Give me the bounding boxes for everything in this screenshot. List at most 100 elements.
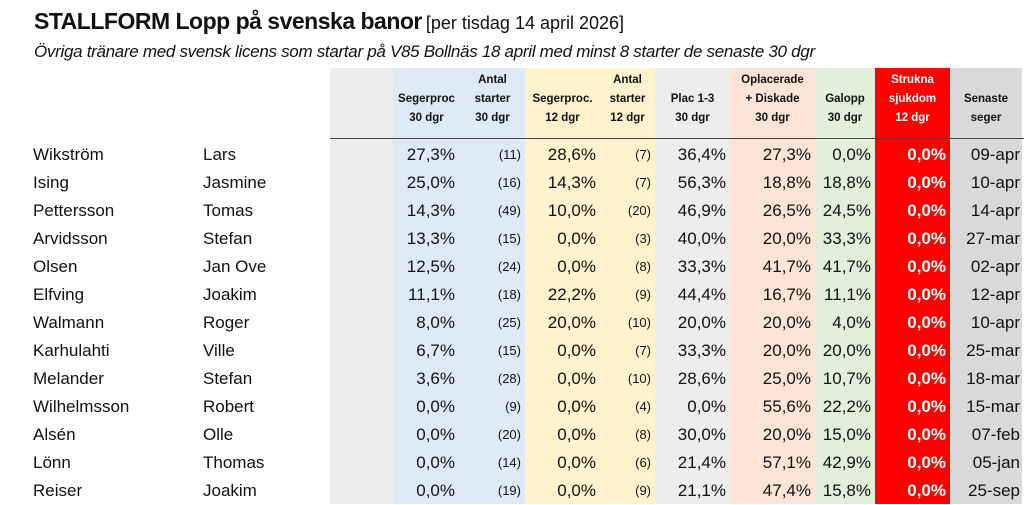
- last-name: Arvidsson: [33, 229, 108, 248]
- gallop-pct-30: 11,1%: [824, 285, 871, 304]
- gallop-pct-30: 22,2%: [822, 397, 871, 416]
- last-win: 02-apr: [970, 257, 1020, 276]
- win-pct-12: 0,0%: [557, 229, 596, 248]
- place-pct-30: 33,3%: [677, 341, 726, 360]
- scratched-pct-12: 0,0%: [907, 257, 946, 276]
- header-line: 30 dgr: [827, 111, 863, 124]
- win-pct-12: 0,0%: [557, 257, 596, 276]
- gallop-pct-30: 4,0%: [832, 313, 871, 332]
- starts-12: (10): [627, 315, 651, 330]
- last-win: 25-mar: [966, 341, 1020, 360]
- column-band: [875, 68, 950, 504]
- last-win: 15-mar: [966, 397, 1020, 416]
- starts-30: (20): [497, 427, 521, 442]
- win-pct-12: 0,0%: [557, 425, 596, 444]
- first-name: Joakim: [203, 481, 257, 500]
- last-win: 12-apr: [970, 285, 1020, 304]
- unplaced-pct-30: 18,8%: [762, 173, 811, 192]
- starts-12: (7): [635, 147, 651, 162]
- gallop-pct-30: 0,0%: [832, 145, 871, 164]
- gallop-pct-30: 24,5%: [822, 201, 871, 220]
- scratched-pct-12: 0,0%: [907, 313, 946, 332]
- win-pct-30: 13,3%: [406, 229, 455, 248]
- unplaced-pct-30: 47,4%: [762, 481, 811, 500]
- first-name: Jasmine: [203, 173, 267, 192]
- gallop-pct-30: 15,8%: [822, 481, 871, 500]
- win-pct-30: 12,5%: [406, 257, 455, 276]
- unplaced-pct-30: 25,0%: [762, 369, 811, 388]
- header-line: Antal: [478, 73, 507, 86]
- first-name: Ville: [203, 341, 235, 360]
- last-win: 10-apr: [970, 313, 1020, 332]
- win-pct-30: 0,0%: [416, 481, 455, 500]
- starts-12: (6): [635, 455, 651, 470]
- scratched-pct-12: 0,0%: [907, 229, 946, 248]
- unplaced-pct-30: 16,7%: [762, 285, 811, 304]
- first-name: Stefan: [203, 369, 253, 388]
- first-name: Olle: [203, 425, 234, 444]
- unplaced-pct-30: 20,0%: [762, 229, 811, 248]
- header-line: Strukna: [891, 73, 934, 86]
- place-pct-30: 33,3%: [677, 257, 726, 276]
- starts-30: (11): [498, 147, 521, 162]
- place-pct-30: 46,9%: [677, 201, 726, 220]
- place-pct-30: 21,4%: [677, 453, 726, 472]
- table-row: Alsén Olle 0,0% (20) 0,0% (8) 30,0% 20,0% 15,0% 0…: [0, 421, 1024, 449]
- win-pct-30: 3,6%: [416, 369, 455, 388]
- title-date: [per tisdag 14 april 2026]: [425, 13, 625, 33]
- column-band: [525, 68, 655, 504]
- win-pct-12: 28,6%: [547, 145, 596, 164]
- win-pct-12: 10,0%: [547, 201, 596, 220]
- first-name: Roger: [203, 313, 250, 332]
- page-title: STALLFORM Lopp på svenska banor [per tisd…: [34, 8, 624, 35]
- gallop-pct-30: 18,8%: [822, 173, 871, 192]
- column-header: Strukna sjukdom 12 dgr: [875, 68, 950, 138]
- win-pct-12: 0,0%: [557, 453, 596, 472]
- last-name: Olsen: [33, 257, 78, 276]
- starts-30: (9): [505, 399, 521, 414]
- first-name: Jan Ove: [203, 257, 267, 276]
- scratched-pct-12: 0,0%: [907, 369, 946, 388]
- table-row: Olsen Jan Ove 12,5% (24) 0,0% (8) 33,3% 41,7% 41…: [0, 253, 1024, 281]
- starts-30: (15): [497, 343, 521, 358]
- column-header: Segerproc. 12 dgr: [525, 68, 600, 138]
- header-line: starter: [474, 92, 511, 105]
- last-win: 10-apr: [970, 173, 1020, 192]
- win-pct-12: 22,2%: [547, 285, 596, 304]
- header-line: Segerproc: [398, 92, 455, 105]
- table-row: Melander Stefan 3,6% (28) 0,0% (10) 28,6% 25,0%…: [0, 365, 1024, 393]
- unplaced-pct-30: 26,5%: [762, 201, 811, 220]
- win-pct-30: 11,1%: [408, 285, 455, 304]
- win-pct-12: 0,0%: [557, 397, 596, 416]
- starts-12: (4): [635, 399, 651, 414]
- unplaced-pct-30: 57,1%: [762, 453, 811, 472]
- first-name: Thomas: [203, 453, 265, 472]
- header-line: [561, 71, 564, 90]
- header-line: 30 dgr: [755, 111, 790, 124]
- table-row: Elfving Joakim 11,1% (18) 22,2% (9) 44,4% 16,7%…: [0, 281, 1024, 309]
- last-name: Wilhelmsson: [33, 397, 130, 416]
- unplaced-pct-30: 41,7%: [762, 257, 811, 276]
- scratched-pct-12: 0,0%: [907, 173, 946, 192]
- starts-12: (10): [627, 371, 651, 386]
- win-pct-12: 0,0%: [557, 341, 596, 360]
- scratched-pct-12: 0,0%: [907, 397, 946, 416]
- first-name: Lars: [203, 145, 237, 164]
- last-name: Melander: [33, 369, 104, 388]
- win-pct-12: 0,0%: [557, 481, 596, 500]
- header-line: Plac 1-3: [670, 92, 715, 105]
- gallop-pct-30: 33,3%: [822, 229, 871, 248]
- header-divider: [330, 138, 1024, 139]
- table-row: Wilhelmsson Robert 0,0% (9) 0,0% (4) 0,0% 55,6%…: [0, 393, 1024, 421]
- table-row: Karhulahti Ville 6,7% (15) 0,0% (7) 33,3% 20,0%…: [0, 337, 1024, 365]
- win-pct-30: 0,0%: [416, 453, 455, 472]
- column-header: Senaste seger: [950, 68, 1022, 138]
- column-band: [815, 68, 875, 504]
- starts-12: (3): [635, 231, 651, 246]
- last-name: Ising: [33, 173, 69, 192]
- win-pct-30: 14,3%: [406, 201, 455, 220]
- column-header: Segerproc 30 dgr: [393, 68, 460, 138]
- header-line: seger: [970, 111, 1002, 124]
- scratched-pct-12: 0,0%: [907, 145, 946, 164]
- header-line: 30 dgr: [475, 111, 510, 124]
